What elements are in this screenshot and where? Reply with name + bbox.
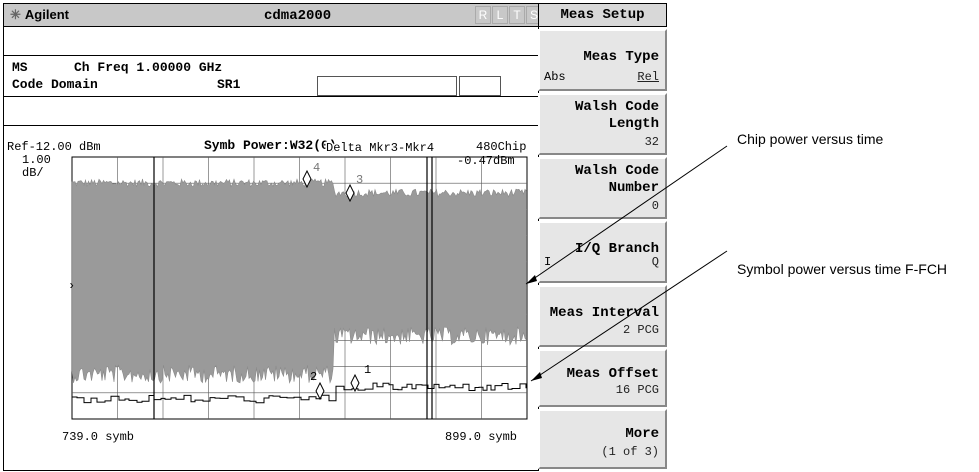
iq-branch-softkey[interactable]: I/Q Branch I Q [538, 221, 667, 283]
status-box-1 [317, 76, 457, 96]
meas-type-softkey[interactable]: Meas Type Abs Rel [538, 29, 667, 91]
softkey-menu-title: Meas Setup [538, 3, 667, 27]
status-line [4, 97, 538, 126]
more-label: More [625, 426, 659, 442]
marker-readout-halo: Delta Mkr3-Mkr4 [326, 141, 434, 155]
indicator-t: T [509, 6, 525, 24]
mode-title: cdma2000 [264, 8, 332, 24]
meas-type-option-abs: Abs [544, 70, 566, 84]
brand: ✳ Agilent [10, 7, 69, 23]
marker-label: 1 [364, 363, 371, 377]
ref-arrow-icon: › [68, 279, 75, 293]
marker-label: 2 [310, 370, 317, 384]
meas-offset-label: Meas Offset [566, 366, 659, 382]
measurement-name: Code Domain [12, 77, 98, 92]
status-box-2 [459, 76, 501, 96]
marker-diamond-icon[interactable] [315, 381, 325, 401]
iq-branch-option-i: I [544, 255, 552, 269]
marker-diamonds: 4 3 2 1 [302, 161, 371, 401]
marker-diamond-icon[interactable] [350, 373, 360, 393]
meas-interval-label: Meas Interval [549, 305, 659, 321]
plot-title: Symb Power:W32(0) [204, 138, 337, 153]
marker-label: 4 [313, 161, 320, 175]
measurement-info: MS Ch Freq 1.00000 GHz Code Domain SR1 [4, 56, 538, 97]
marker-lines [153, 157, 433, 419]
x-start-label: 739.0 symb [62, 430, 134, 444]
meas-type-option-rel: Rel [637, 70, 659, 84]
ref-level: Ref-12.00 dBm [7, 140, 101, 154]
softkey-panel: Meas Setup Meas Type Abs Rel Walsh Code … [538, 3, 667, 469]
walsh-code-number-value: 0 [651, 199, 659, 213]
meas-type-label: Meas Type [583, 49, 659, 65]
walsh-code-length-value: 32 [644, 135, 659, 149]
meas-interval-softkey[interactable]: Meas Interval 2 PCG [538, 285, 667, 347]
brand-label: Agilent [24, 7, 69, 22]
spreading-rate: SR1 [217, 77, 241, 92]
meas-offset-value: 16 PCG [615, 383, 659, 397]
scale-unit: dB/ [22, 166, 44, 180]
iq-branch-option-q: Q [651, 255, 659, 269]
title-bar: ✳ Agilent cdma2000 R L T S [4, 4, 542, 27]
walsh-code-length-softkey[interactable]: Walsh Code Length 32 [538, 93, 667, 155]
meas-interval-value: 2 PCG [622, 323, 659, 337]
device-mode: MS [12, 60, 28, 75]
analyzer-screen: ✳ Agilent cdma2000 R L T S MS Ch Freq 1.0… [3, 3, 542, 471]
marker-label: 3 [356, 173, 363, 187]
marker-diamond-icon[interactable] [302, 169, 312, 189]
message-line [4, 27, 538, 56]
more-softkey[interactable]: More (1 of 3) [538, 409, 667, 469]
marker-readout: Delta Mkr3-Mkr4 [326, 141, 434, 155]
agilent-spark-icon: ✳ [10, 7, 21, 22]
indicator-l: L [492, 6, 508, 24]
marker-value: -0.47dBm [457, 154, 515, 168]
x-stop-label: 899.0 symb [445, 430, 517, 444]
marker-diamond-icon[interactable] [345, 183, 355, 203]
chip-power-trace [71, 177, 527, 384]
chip-count: 480Chip [476, 140, 526, 154]
meas-offset-softkey[interactable]: Meas Offset 16 PCG [538, 349, 667, 407]
walsh-code-number-label: Walsh Code Number [574, 163, 659, 196]
walsh-code-length-label: Walsh Code Length [574, 99, 659, 132]
scale-value: 1.00 [22, 153, 51, 167]
indicator-r: R [475, 6, 491, 24]
plot-area: Ref-12.00 dBm 1.00 dB/ Symb Power:W32(0)… [7, 138, 528, 444]
channel-frequency: Ch Freq 1.00000 GHz [74, 60, 223, 75]
symbol-power-callout: Symbol power versus time F-FCH [737, 261, 948, 277]
iq-branch-label: I/Q Branch [574, 241, 659, 257]
status-indicators: R L T S [474, 6, 542, 24]
walsh-code-number-softkey[interactable]: Walsh Code Number 0 [538, 157, 667, 219]
more-page-indicator: (1 of 3) [601, 445, 659, 459]
chip-power-callout: Chip power versus time [737, 131, 884, 147]
